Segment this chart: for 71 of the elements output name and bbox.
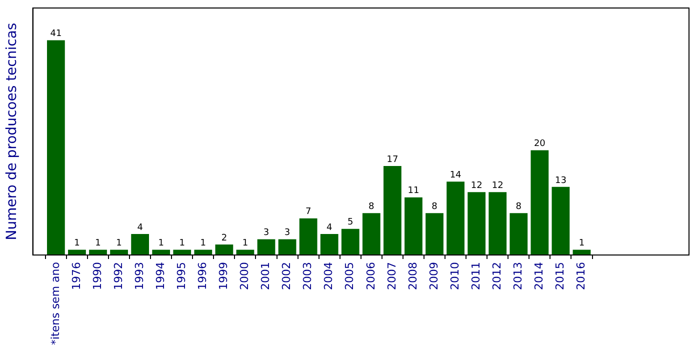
- x-tick-label: 2003: [301, 262, 314, 290]
- data-label: 17: [386, 154, 398, 165]
- x-tick-label: 1992: [112, 262, 125, 290]
- bar: [404, 197, 422, 256]
- x-tick-label: 2000: [238, 262, 252, 290]
- x-tick-label: 1994: [154, 262, 167, 290]
- data-label: 1: [200, 238, 206, 249]
- x-tick-label: 2016: [574, 262, 588, 290]
- data-label: 3: [263, 228, 270, 238]
- x-tick-label: 2004: [322, 262, 336, 290]
- x-tick-label: 2002: [280, 262, 294, 290]
- x-tick-label: 2007: [385, 262, 398, 290]
- x-tick-label: 1999: [217, 262, 230, 290]
- x-tick-label: 1976: [70, 262, 83, 290]
- bar: [552, 186, 570, 256]
- x-tick-label: 1990: [90, 262, 104, 290]
- data-label: 7: [305, 207, 312, 218]
- bar: [488, 192, 507, 256]
- data-label: 1: [158, 238, 164, 249]
- bar: [278, 239, 296, 256]
- bar: [384, 166, 402, 256]
- x-tick-label: 2001: [259, 262, 272, 290]
- x-tick-label: 2008: [406, 262, 420, 290]
- x-tick-label: 2014: [532, 262, 546, 290]
- bar: [426, 213, 444, 256]
- x-tick-label: 2006: [364, 262, 378, 290]
- bar: [510, 213, 528, 256]
- x-tick-label: 2009: [427, 262, 440, 290]
- data-label: 13: [554, 176, 566, 186]
- bar: [131, 234, 149, 256]
- data-label: 4: [326, 222, 332, 233]
- bar: [215, 244, 234, 256]
- x-tick-label: 2005: [343, 262, 356, 290]
- data-label: 1: [179, 238, 185, 249]
- x-tick-label: 1996: [196, 262, 210, 290]
- data-label: 3: [284, 228, 290, 238]
- y-axis-title: Numero de producoes tecnicas: [4, 22, 20, 240]
- data-label: 41: [50, 29, 62, 40]
- x-tick-label: 2011: [469, 262, 482, 290]
- bar: [299, 218, 318, 256]
- bar: [46, 40, 65, 256]
- bar: [362, 213, 380, 256]
- data-label: 1: [74, 238, 80, 249]
- data-label: 11: [408, 186, 420, 196]
- data-label: 8: [432, 202, 438, 212]
- data-label: 12: [492, 180, 504, 191]
- data-label: 8: [516, 202, 522, 212]
- data-label: 1: [242, 238, 248, 249]
- x-tick-label: 2013: [512, 262, 524, 290]
- data-label: 2: [221, 233, 228, 244]
- x-tick-label: 2010: [448, 262, 462, 290]
- bar: [530, 150, 549, 256]
- data-label: 12: [470, 180, 482, 191]
- data-label: 1: [95, 238, 101, 249]
- bar: [257, 239, 276, 256]
- data-label: 1: [116, 238, 122, 249]
- x-tick-label: 2015: [554, 262, 567, 290]
- x-tick-label: 1993: [132, 262, 146, 290]
- data-label: 14: [450, 170, 462, 181]
- x-tick-label: 2012: [490, 262, 504, 290]
- data-label: 20: [534, 139, 546, 150]
- bar: [446, 182, 464, 256]
- data-label: 8: [368, 202, 375, 212]
- bar: [320, 234, 338, 256]
- bar: [468, 192, 486, 256]
- x-tick-label: 1995: [174, 262, 188, 290]
- data-label: 4: [137, 222, 144, 233]
- x-tick-label: *itens sem ano: [48, 262, 62, 346]
- bar: [341, 228, 360, 256]
- data-label: 5: [348, 218, 354, 228]
- data-label: 1: [578, 238, 585, 249]
